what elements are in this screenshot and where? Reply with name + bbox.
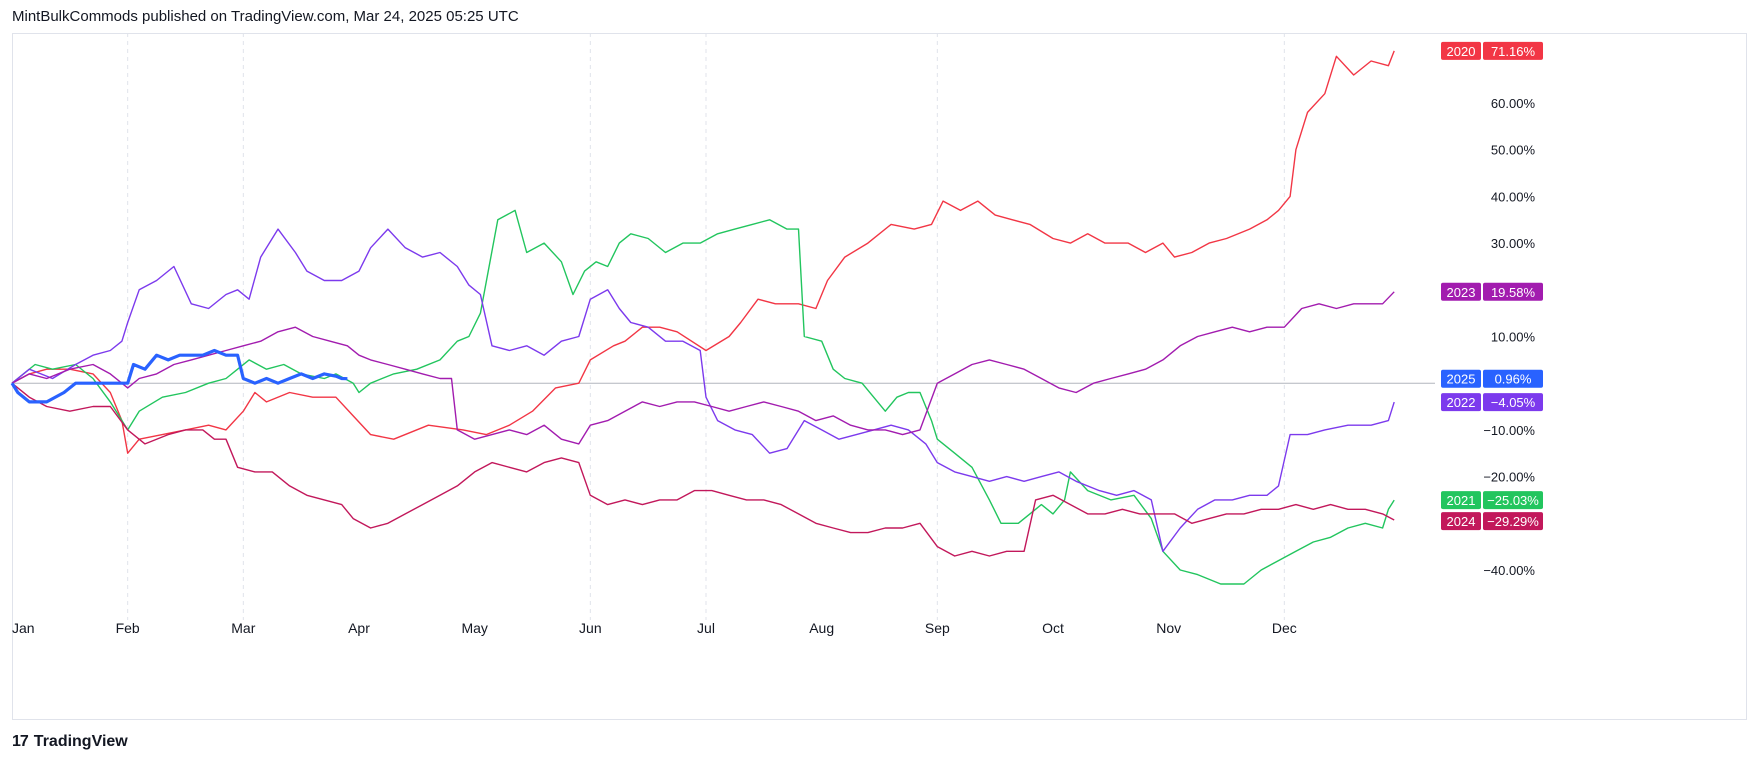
tradingview-brand-text: TradingView bbox=[33, 733, 128, 750]
badge-year-box bbox=[1441, 369, 1481, 388]
badge-year: 2024 bbox=[1447, 514, 1476, 529]
badge-year: 2022 bbox=[1447, 395, 1476, 410]
value-badge-2023: 2023 19.58% bbox=[1441, 282, 1543, 301]
badge-year: 2025 bbox=[1447, 372, 1476, 387]
value-badge-2024: 2024 −29.29% bbox=[1441, 512, 1543, 531]
x-tick-label: Jan bbox=[12, 620, 35, 636]
y-tick-label: −40.00% bbox=[1483, 563, 1535, 578]
y-tick-label: −10.00% bbox=[1483, 423, 1535, 438]
value-badge-2021: 2021 −25.03% bbox=[1441, 491, 1543, 510]
x-tick-label: Mar bbox=[231, 620, 255, 636]
series-line-2024[interactable] bbox=[11, 382, 1395, 557]
y-tick-label: 30.00% bbox=[1491, 236, 1536, 251]
series-value-badges: 2020 71.16%2023 19.58%2025 0.96%2022 −4.05%2… bbox=[1441, 41, 1543, 531]
grid-layer bbox=[127, 33, 1285, 620]
series-layer bbox=[10, 50, 1395, 585]
series-line-2025[interactable] bbox=[10, 348, 348, 404]
badge-value-box bbox=[1483, 491, 1543, 510]
series-line-2020[interactable] bbox=[11, 50, 1395, 454]
x-tick-label: Jul bbox=[697, 620, 715, 636]
badge-year-box bbox=[1441, 393, 1481, 412]
series-line-2023[interactable] bbox=[11, 291, 1395, 445]
badge-year: 2021 bbox=[1447, 493, 1476, 508]
value-badge-2025: 2025 0.96% bbox=[1441, 369, 1543, 388]
badge-year: 2020 bbox=[1447, 44, 1476, 59]
badge-year-box bbox=[1441, 41, 1481, 60]
badge-value: 0.96% bbox=[1495, 372, 1532, 387]
y-tick-label: 40.00% bbox=[1491, 189, 1536, 204]
badge-value-box bbox=[1483, 512, 1543, 531]
y-axis-ticks: 60.00% 50.00% 40.00% 30.00% 10.00% −10.00% −20… bbox=[1483, 96, 1535, 578]
y-tick-label: 50.00% bbox=[1491, 143, 1536, 158]
value-badge-2020: 2020 71.16% bbox=[1441, 41, 1543, 60]
x-tick-label: Aug bbox=[809, 620, 834, 636]
tradingview-logo-icon: 17 bbox=[12, 733, 29, 750]
x-tick-label: May bbox=[461, 620, 487, 636]
badge-value: −4.05% bbox=[1491, 395, 1536, 410]
chart-frame bbox=[12, 33, 1747, 720]
badge-value: 71.16% bbox=[1491, 44, 1536, 59]
x-tick-label: Sep bbox=[925, 620, 950, 636]
x-tick-label: Oct bbox=[1042, 620, 1064, 636]
y-tick-label: 10.00% bbox=[1491, 330, 1536, 345]
publish-attribution: MintBulkCommods published on TradingView… bbox=[12, 8, 519, 25]
x-tick-label: Feb bbox=[116, 620, 140, 636]
badge-year-box bbox=[1441, 512, 1481, 531]
badge-year-box bbox=[1441, 491, 1481, 510]
badge-value: −25.03% bbox=[1487, 493, 1539, 508]
y-tick-label: −20.00% bbox=[1483, 470, 1535, 485]
y-tick-label: 60.00% bbox=[1491, 96, 1536, 111]
series-line-2021[interactable] bbox=[11, 209, 1395, 585]
series-line-2022[interactable] bbox=[11, 228, 1395, 552]
badge-value: −29.29% bbox=[1487, 514, 1539, 529]
badge-value-box bbox=[1483, 369, 1543, 388]
value-badge-2022: 2022 −4.05% bbox=[1441, 393, 1543, 412]
badge-year: 2023 bbox=[1447, 285, 1476, 300]
x-tick-label: Apr bbox=[348, 620, 370, 636]
badge-value: 19.58% bbox=[1491, 285, 1536, 300]
badge-year-box bbox=[1441, 282, 1481, 301]
x-tick-label: Jun bbox=[579, 620, 602, 636]
tradingview-branding[interactable]: 17 TradingView bbox=[12, 733, 128, 751]
x-tick-label: Dec bbox=[1272, 620, 1297, 636]
x-tick-label: Nov bbox=[1156, 620, 1181, 636]
badge-value-box bbox=[1483, 41, 1543, 60]
x-axis-ticks: Jan Feb Mar Apr May Jun Jul Aug Sep Oct Nov Dec bbox=[12, 620, 1297, 636]
badge-value-box bbox=[1483, 393, 1543, 412]
badge-value-box bbox=[1483, 282, 1543, 301]
